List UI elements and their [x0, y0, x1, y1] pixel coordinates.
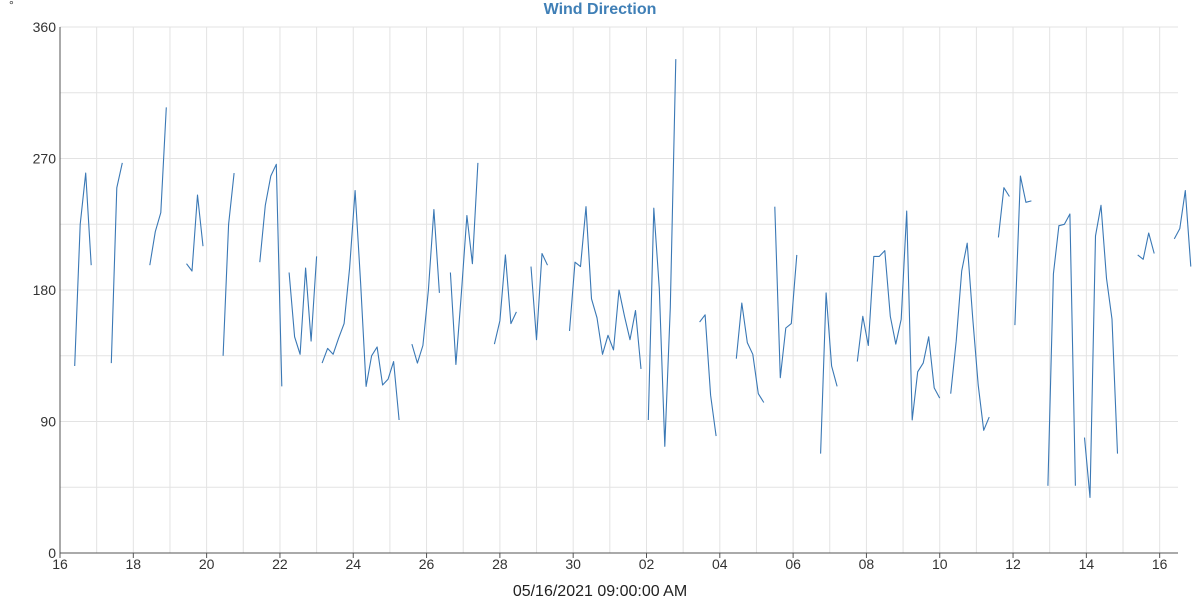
- x-tick-label: 22: [272, 556, 288, 572]
- series-line-segment: [735, 302, 765, 403]
- series-line-segment: [1047, 213, 1076, 486]
- y-tick-label: 180: [33, 282, 57, 298]
- x-tick-label: 14: [1079, 556, 1095, 572]
- series-line-segment: [950, 242, 990, 431]
- series-line-segment: [699, 314, 717, 437]
- y-axis-unit: °: [9, 0, 14, 12]
- series-line-segment: [774, 206, 798, 379]
- x-tick-label: 16: [52, 556, 68, 572]
- series-line-segment: [647, 59, 677, 447]
- y-tick-label: 360: [33, 19, 57, 35]
- series-line-segment: [1083, 204, 1119, 499]
- series-line-segment: [222, 173, 235, 356]
- x-tick-label: 02: [639, 556, 655, 572]
- x-tick-label: 26: [419, 556, 435, 572]
- series-line-segment: [186, 194, 204, 272]
- x-tick-label: 16: [1152, 556, 1168, 572]
- x-tick-label: 20: [199, 556, 215, 572]
- chart-title: Wind Direction: [543, 1, 657, 18]
- x-tick-label: 24: [345, 556, 361, 572]
- series-line-segment: [530, 252, 548, 341]
- y-tick-label: 0: [48, 545, 56, 561]
- x-tick-label: 06: [785, 556, 801, 572]
- series-line-segment: [288, 256, 318, 355]
- x-axis-timestamp: 05/16/2021 09:00:00 AM: [512, 583, 688, 600]
- x-tick-label: 08: [859, 556, 875, 572]
- x-tick-label: 28: [492, 556, 508, 572]
- x-tick-label: 10: [932, 556, 948, 572]
- series-line-segment: [74, 172, 92, 367]
- series-line-segment: [997, 187, 1010, 238]
- series-line-segment: [411, 209, 440, 364]
- x-tick-label: 04: [712, 556, 728, 572]
- y-tick-label: 270: [33, 151, 57, 167]
- x-tick-label: 18: [126, 556, 142, 572]
- series-line-segment: [856, 210, 941, 421]
- series-line-segment: [493, 254, 517, 345]
- series-line-segment: [259, 163, 283, 387]
- series-line-segment: [1137, 232, 1155, 260]
- series-line-segment: [1173, 190, 1192, 267]
- series-line-segment: [449, 162, 479, 366]
- series-line-segment: [110, 162, 123, 364]
- series-line-segment: [321, 190, 400, 421]
- series-line-segment: [568, 206, 642, 369]
- series-line-segment: [820, 292, 838, 454]
- series-line-segment: [149, 107, 167, 266]
- x-tick-label: 12: [1005, 556, 1021, 572]
- series-line-segment: [1014, 175, 1032, 326]
- x-tick-label: 30: [565, 556, 581, 572]
- y-tick-label: 90: [40, 414, 56, 430]
